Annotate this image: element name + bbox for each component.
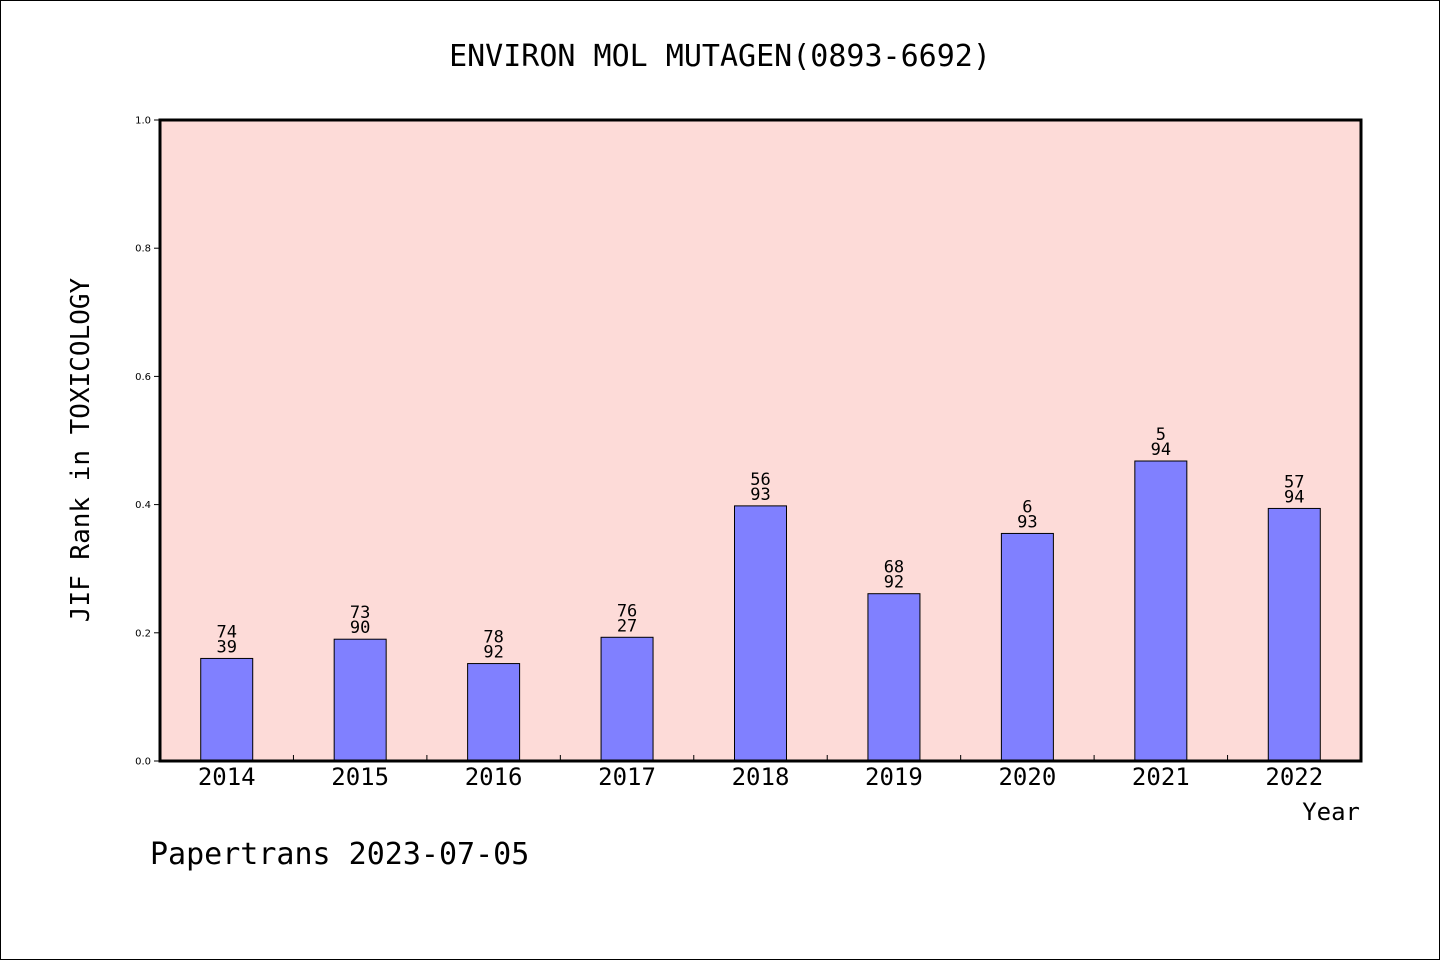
bar-label-top-2014: 74: [216, 622, 236, 642]
bar-label-bottom-2021: 94: [1151, 440, 1171, 460]
bar-2014: [200, 657, 254, 762]
bar-label-bottom-2017: 27: [617, 616, 637, 636]
plot-border: [158, 118, 1363, 763]
x-tick-label-2017: 2017: [598, 763, 656, 791]
bar-label-bottom-2018: 93: [750, 485, 770, 505]
x-tick-label-2016: 2016: [465, 763, 523, 791]
bar-2018: [734, 505, 787, 762]
y-tick-label-0.6: 0.6: [135, 372, 151, 383]
x-tick-label-2014: 2014: [198, 763, 256, 791]
y-tick-label-1.0: 1.0: [135, 116, 151, 127]
chart-title: ENVIRON MOL MUTAGEN(0893-6692): [449, 39, 991, 74]
bar-2019: [867, 593, 921, 762]
y-axis-ticks: 0.0 0.2 0.4 0.6 0.8 1.0: [135, 116, 160, 768]
bar-label-bottom-2022: 94: [1284, 487, 1304, 507]
bar-label-top-2015: 73: [350, 603, 370, 623]
bar-label-bottom-2020: 93: [1017, 512, 1037, 532]
footer-credit: Papertrans 2023-07-05: [150, 837, 529, 872]
x-tick-label-2015: 2015: [331, 763, 389, 791]
bar-2022: [1267, 507, 1321, 762]
x-tick-label-2019: 2019: [865, 763, 923, 791]
bar-label-top-2016: 78: [483, 628, 503, 648]
x-axis-ticks: 2014 2015 2016 2017 2018 2019 2020 2021 2022: [198, 755, 1323, 791]
bars: [200, 460, 1321, 762]
bar-label-bottom-2014: 39: [216, 637, 236, 657]
bar-2020: [1000, 532, 1054, 762]
y-axis-label: JIF Rank in TOXICOLOGY: [66, 277, 96, 622]
y-tick-label-0.8: 0.8: [135, 244, 151, 255]
bar-label-top-2017: 76: [617, 601, 637, 621]
bar-label-bottom-2016: 92: [483, 643, 503, 663]
bar-2021: [1134, 460, 1188, 762]
bar-2015: [333, 638, 387, 762]
x-tick-label-2018: 2018: [732, 763, 790, 791]
y-tick-label-0.2: 0.2: [135, 628, 151, 639]
x-tick-label-2022: 2022: [1265, 763, 1323, 791]
bar-label-top-2018: 56: [750, 470, 770, 490]
bar-2017: [600, 636, 654, 762]
x-axis-label: Year: [1302, 798, 1360, 826]
y-tick-label-0.4: 0.4: [135, 500, 151, 511]
y-tick-label-0.0: 0.0: [135, 757, 151, 768]
bar-label-bottom-2019: 92: [884, 573, 904, 593]
bar-label-top-2021: 5: [1156, 425, 1166, 445]
bar-label-top-2020: 6: [1022, 497, 1032, 517]
bar-label-bottom-2015: 90: [350, 618, 370, 638]
x-tick-label-2020: 2020: [998, 763, 1056, 791]
bar-label-top-2019: 68: [884, 558, 904, 578]
bar-2016: [467, 663, 521, 762]
bar-label-top-2022: 57: [1284, 472, 1304, 492]
x-tick-label-2021: 2021: [1132, 763, 1190, 791]
